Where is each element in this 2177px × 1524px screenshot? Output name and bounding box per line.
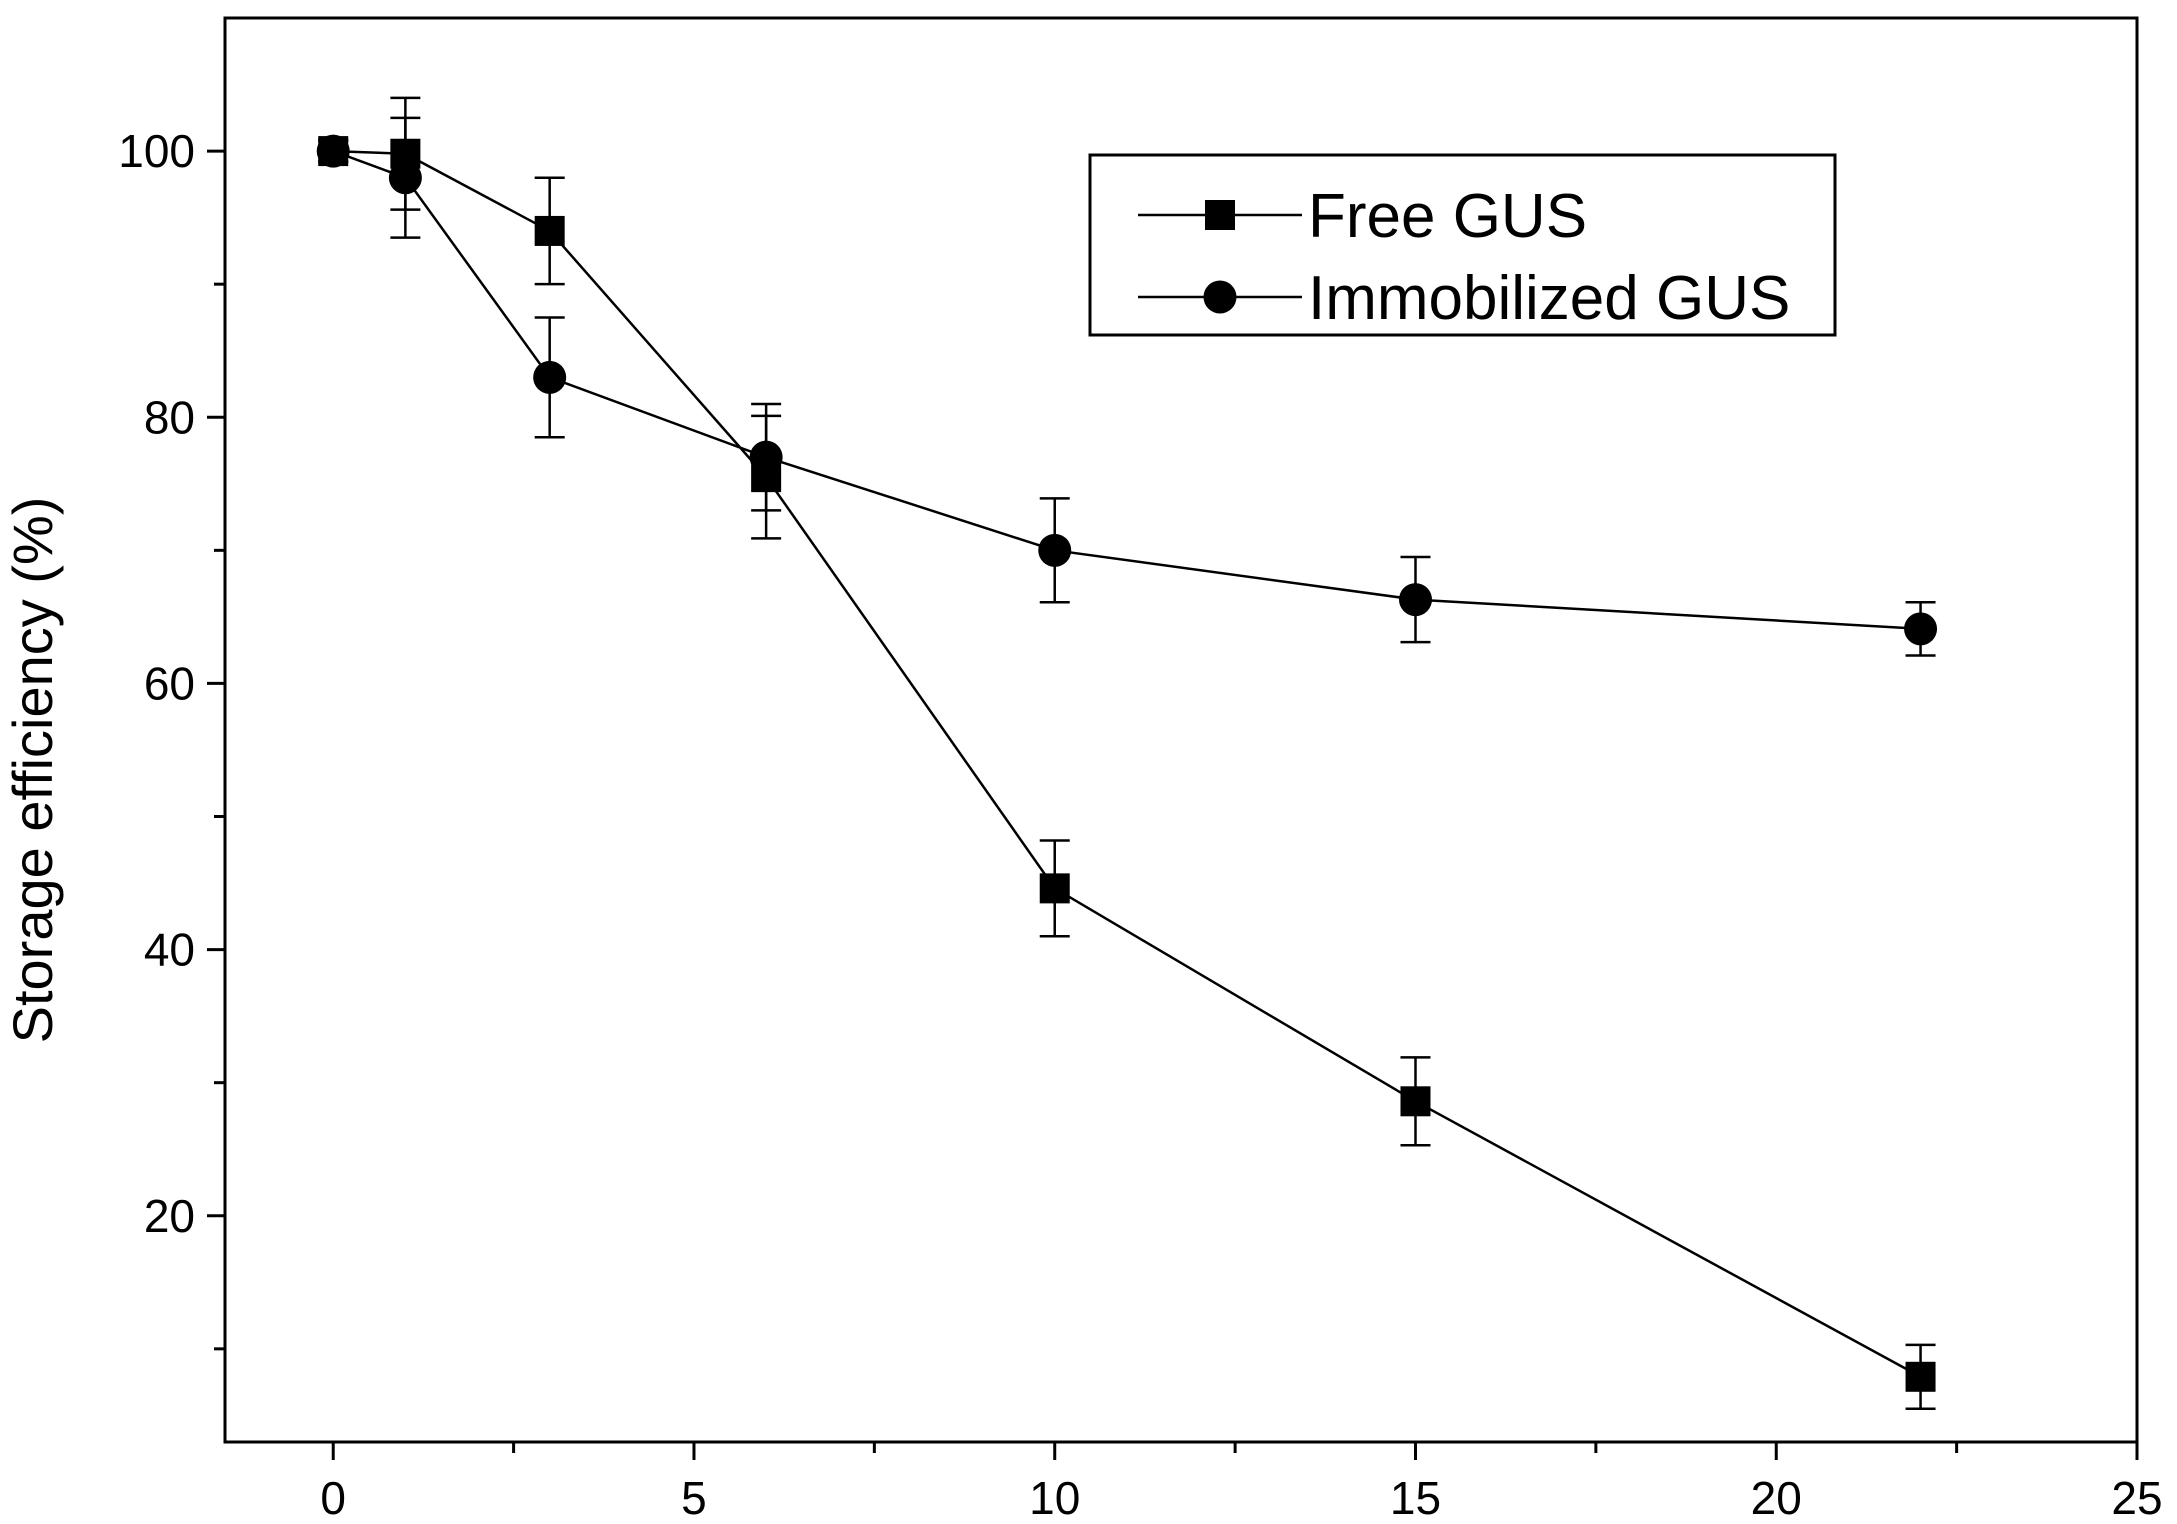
data-point bbox=[749, 440, 783, 474]
series-layer bbox=[316, 96, 1938, 1410]
legend-marker bbox=[1205, 200, 1235, 230]
x-tick-label: 0 bbox=[320, 1472, 346, 1524]
data-point bbox=[1039, 873, 1070, 904]
x-tick-label: 5 bbox=[681, 1472, 707, 1524]
legend-label: Immobilized GUS bbox=[1308, 264, 1790, 333]
data-point bbox=[533, 360, 567, 394]
data-point bbox=[534, 215, 565, 246]
plot-frame bbox=[223, 16, 2139, 1444]
data-point bbox=[1905, 1361, 1936, 1392]
data-point bbox=[316, 134, 350, 168]
x-tick-label: 20 bbox=[1751, 1472, 1802, 1524]
legend-marker bbox=[1203, 280, 1237, 314]
y-tick-label: 20 bbox=[144, 1190, 195, 1242]
data-point bbox=[1904, 612, 1938, 646]
y-axis-title: Storage efficiency (%) bbox=[1, 497, 64, 1044]
data-point bbox=[388, 161, 422, 195]
axes-layer: 0 5 10 15 20 25 20 40 60 80 100 bbox=[118, 16, 2163, 1524]
legend-label: Free GUS bbox=[1308, 182, 1587, 251]
legend: Free GUS Immobilized GUS bbox=[1088, 153, 1837, 337]
data-point bbox=[1038, 533, 1072, 567]
series-immobilized-gus bbox=[316, 116, 1938, 657]
data-point bbox=[1398, 583, 1432, 617]
x-tick-label: 10 bbox=[1029, 1472, 1080, 1524]
y-tick-label: 80 bbox=[144, 391, 195, 443]
y-tick-label: 100 bbox=[118, 125, 195, 177]
x-tick-label: 15 bbox=[1390, 1472, 1441, 1524]
x-tick-label: 25 bbox=[2111, 1472, 2162, 1524]
y-tick-label: 40 bbox=[144, 924, 195, 976]
y-tick-label: 60 bbox=[144, 657, 195, 709]
data-point bbox=[1400, 1086, 1431, 1117]
